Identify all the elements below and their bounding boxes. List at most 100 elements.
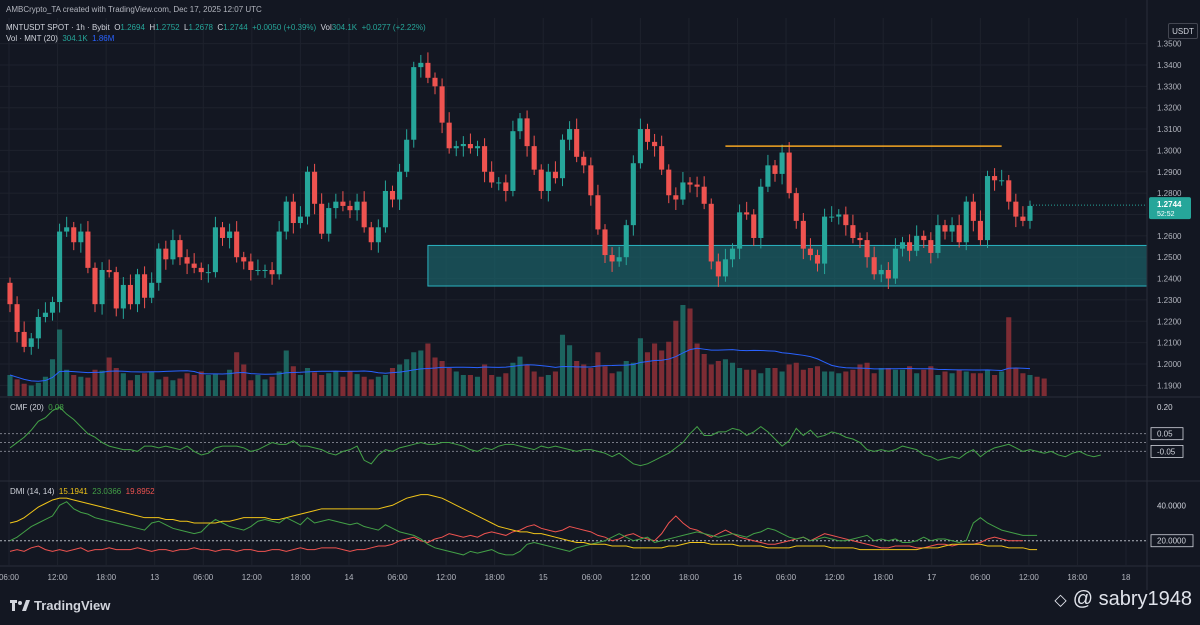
- candle-down: [673, 195, 679, 200]
- candle-down: [177, 240, 183, 258]
- candle-up: [42, 312, 48, 317]
- volume-bar-down: [751, 369, 757, 396]
- volume-bar-up: [474, 376, 481, 396]
- candle-down: [269, 270, 275, 275]
- candle-down: [921, 235, 927, 241]
- time-tick-label: 18:00: [873, 573, 894, 582]
- vol-indicator-v2: 1.86M: [92, 34, 115, 43]
- candle-down: [446, 122, 452, 149]
- candle-up: [304, 171, 311, 217]
- candle-down: [127, 284, 133, 305]
- volume-bar-down: [503, 373, 509, 396]
- volume-bar-up: [737, 368, 743, 396]
- low-value: 1.2678: [188, 23, 213, 32]
- candle-up: [616, 257, 622, 262]
- candle-up: [57, 231, 63, 303]
- volume-bar-down: [1020, 373, 1026, 396]
- candle-up: [212, 227, 218, 273]
- volume-bar-up: [517, 356, 523, 396]
- candle-down: [701, 186, 707, 204]
- volume-bar-down: [340, 376, 346, 396]
- candle-up: [78, 231, 84, 243]
- candle-down: [581, 156, 587, 166]
- brand-name: TradingView: [34, 598, 111, 613]
- volume-bar-down: [602, 366, 608, 396]
- candles: [7, 52, 1033, 355]
- symbol-line[interactable]: MNTUSDT SPOT · 1h · Bybit: [6, 23, 110, 32]
- open-value: 1.2694: [120, 23, 145, 32]
- volume-bar-up: [999, 371, 1005, 396]
- volume-bar-down: [106, 357, 112, 396]
- volume-bar-up: [963, 371, 969, 396]
- binance-icon: ◇: [1054, 591, 1067, 609]
- volume-bar-down: [673, 320, 679, 396]
- volume-bar-up: [545, 375, 551, 396]
- volume-bar-down: [595, 352, 601, 396]
- candle-down: [219, 227, 226, 238]
- price-tick-label: 1.2600: [1157, 232, 1182, 241]
- candle-down: [977, 220, 983, 241]
- volume-bar-up: [899, 369, 906, 396]
- candle-up: [120, 284, 126, 309]
- candle-down: [843, 214, 849, 226]
- volume-bar-up: [984, 369, 991, 396]
- candle-down: [241, 257, 247, 262]
- volume-bar-down: [467, 375, 473, 396]
- volume-bar-down: [864, 362, 870, 396]
- cmf-line: [9, 406, 1101, 467]
- volume-bar-up: [722, 359, 728, 396]
- volume-bar-down: [191, 375, 197, 396]
- candle-up: [134, 274, 141, 305]
- volume-bar-down: [574, 361, 580, 396]
- volume-bar-down: [361, 376, 367, 396]
- time-tick-label: 06:00: [970, 573, 991, 582]
- volume-bar-down: [127, 380, 133, 396]
- candle-down: [800, 220, 806, 249]
- volume-bar-up: [262, 379, 268, 396]
- time-tick-label: 06:00: [582, 573, 603, 582]
- volume-bar-up: [758, 373, 764, 396]
- last-price-tag: [1149, 197, 1191, 220]
- candle-down: [659, 146, 665, 170]
- volume-bar-up: [510, 362, 516, 396]
- tradingview-logo[interactable]: TradingView: [10, 598, 110, 613]
- price-tick-label: 1.1900: [1157, 381, 1182, 390]
- volume-bar-up: [212, 374, 218, 396]
- candle-down: [92, 267, 98, 305]
- candle-down: [312, 171, 318, 204]
- candle-up: [545, 171, 551, 191]
- time-tick-label: 18:00: [96, 573, 117, 582]
- candle-down: [956, 225, 962, 243]
- volume-bar-up: [729, 362, 736, 396]
- volume-bar-up: [354, 374, 360, 396]
- volume-bar-down: [956, 369, 962, 396]
- volume-bar-up: [914, 373, 920, 396]
- volume-bar-down: [538, 376, 544, 396]
- volume-bar-up: [411, 352, 417, 396]
- candle-down: [184, 257, 190, 264]
- currency-button[interactable]: USDT: [1168, 23, 1198, 39]
- time-tick-label: 06:00: [776, 573, 797, 582]
- volume-bar-down: [843, 371, 849, 396]
- price-tick-label: 1.2500: [1157, 253, 1182, 262]
- axes: 1.1900 1.2000 1.2100 1.2200 1.2300 1.2400 1.25…: [0, 0, 1200, 590]
- volume-bar-up: [42, 376, 48, 396]
- volume-bar-up: [227, 369, 233, 396]
- candle-down: [106, 270, 112, 273]
- candle-down: [786, 152, 792, 194]
- volume-bar-up: [7, 375, 13, 396]
- volume-bar-up: [255, 375, 261, 396]
- volume-bar-down: [432, 357, 438, 396]
- candle-down: [1013, 201, 1019, 217]
- volume-bar-down: [609, 373, 615, 396]
- candle-up: [255, 270, 261, 271]
- volume-bar-up: [496, 376, 502, 396]
- volume-bar-up: [623, 361, 629, 396]
- footer: [0, 590, 1200, 625]
- volume-bar-down: [482, 364, 488, 396]
- watermark-text: @ sabry1948: [1072, 588, 1192, 610]
- candle-down: [439, 86, 445, 123]
- candle-down: [928, 240, 934, 253]
- volume-bar-down: [992, 375, 998, 396]
